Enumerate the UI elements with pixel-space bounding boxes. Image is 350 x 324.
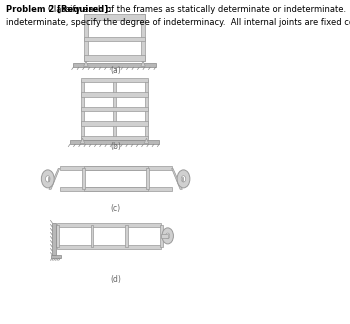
Bar [48,177,49,181]
Polygon shape [172,168,182,189]
Bar [81,136,148,140]
Polygon shape [80,138,85,143]
Bar [60,187,172,191]
Bar [141,14,145,61]
Polygon shape [141,61,145,66]
Bar [145,80,148,138]
Polygon shape [144,138,149,143]
Bar [84,14,88,61]
Text: Problem 2 [Required]:: Problem 2 [Required]: [6,5,111,14]
Polygon shape [84,61,88,66]
Bar [51,255,61,258]
Text: (c): (c) [111,204,121,214]
Bar [57,223,161,226]
Text: (b): (b) [110,143,121,151]
Bar [81,107,148,111]
Text: indeterminate, specify the degree of indeterminacy.  All internal joints are fix: indeterminate, specify the degree of ind… [6,18,350,27]
Bar [161,234,168,238]
Bar [113,80,116,138]
Text: (d): (d) [110,275,121,284]
Text: (a): (a) [110,66,121,75]
Circle shape [41,170,54,188]
Bar [81,80,84,138]
Bar [60,167,172,170]
Bar [82,168,85,189]
Bar [81,92,148,97]
Circle shape [162,228,173,244]
Bar [56,225,59,247]
Bar [70,141,159,144]
Bar [146,168,149,189]
Bar [91,225,93,247]
Bar [57,245,161,249]
Bar [84,14,145,20]
Circle shape [181,176,186,182]
Bar [81,78,148,82]
Bar [84,167,148,170]
Bar [125,225,128,247]
Bar [182,177,183,181]
Bar [160,225,163,247]
Bar [84,187,148,191]
Bar [84,55,145,61]
Polygon shape [49,168,60,189]
Circle shape [46,176,50,182]
Bar [52,223,56,255]
Circle shape [166,233,170,239]
Bar [74,64,156,67]
Bar [81,121,148,126]
Circle shape [177,170,190,188]
Text: Classify each of the frames as statically determinate or indeterminate.  If: Classify each of the frames as staticall… [48,5,350,14]
Bar [84,37,145,41]
